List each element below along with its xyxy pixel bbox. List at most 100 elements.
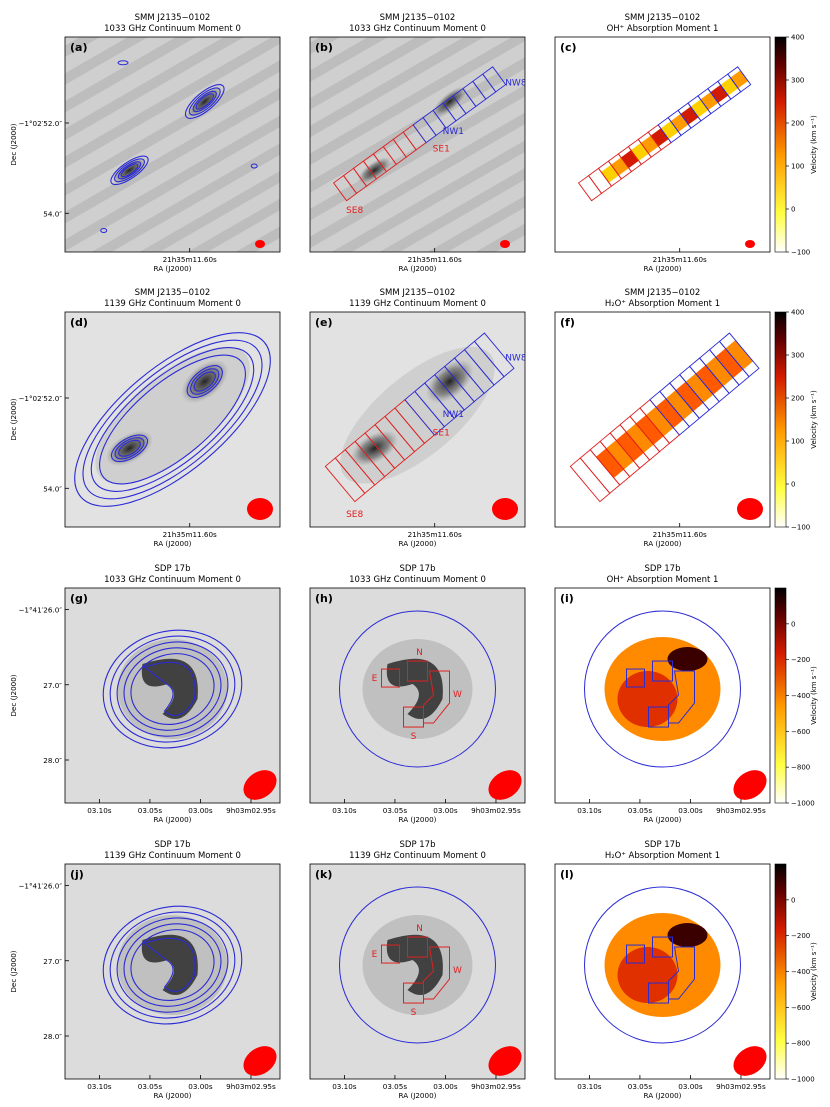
- axes-frame: [309, 587, 526, 804]
- velocity-pixel: [695, 365, 724, 395]
- colorbar-tick-label: 300: [791, 77, 804, 85]
- panel-image: N E W S: [310, 588, 525, 803]
- aperture-box: [668, 670, 695, 724]
- panel-letter: (g): [70, 592, 88, 605]
- axes-frame: [309, 36, 526, 253]
- aperture-box: [652, 660, 673, 682]
- beam-ellipse: [733, 1046, 767, 1076]
- colorbar-tick-label: −1000: [791, 1076, 815, 1084]
- contour: [102, 629, 243, 749]
- y-tick-label: 54.0″: [43, 484, 62, 493]
- y-axis-label: Dec (J2000): [9, 674, 18, 716]
- aperture-box: [718, 332, 760, 378]
- x-tick-label: 03.10s: [332, 1082, 357, 1091]
- x-tick-label: 03.05s: [628, 1082, 653, 1091]
- x-tick-label: 03.00s: [188, 806, 213, 815]
- panel-image: [555, 864, 770, 1079]
- x-tick-label: 03.05s: [383, 1082, 408, 1091]
- velocity-pixel: [616, 431, 644, 462]
- panel-title: SDP 17b: [155, 840, 191, 850]
- velocity-region: [667, 647, 708, 672]
- y-tick-label: −1°02′52.0″: [18, 119, 62, 128]
- aperture-label: N: [416, 924, 423, 934]
- velocity-pixel: [700, 92, 719, 111]
- colorbar-label: Velocity (km s⁻¹): [810, 115, 818, 174]
- contour: [130, 653, 215, 725]
- contour: [116, 641, 229, 737]
- contour: [74, 332, 271, 507]
- panel-letter: (h): [315, 592, 333, 605]
- velocity-pixel: [710, 84, 729, 103]
- contour: [90, 347, 255, 492]
- x-axis-label: RA (J2000): [154, 264, 192, 273]
- colorbar: [774, 587, 787, 804]
- panel-image: [65, 37, 280, 252]
- aperture-box: [727, 66, 752, 93]
- x-tick-label: 21h35m11.60s: [163, 255, 217, 264]
- contour: [184, 84, 225, 119]
- aperture-box: [381, 668, 400, 688]
- aperture-label: SE8: [346, 510, 363, 520]
- velocity-pixel: [640, 135, 659, 154]
- contour: [193, 371, 216, 392]
- panel-letter: (j): [70, 868, 84, 881]
- velocity-pixel: [655, 398, 684, 428]
- aperture-circle: [339, 886, 496, 1044]
- velocity-region: [617, 947, 678, 1004]
- contour: [120, 163, 139, 178]
- source-nw: [432, 86, 468, 117]
- colorbar-tick-label: 0: [791, 206, 795, 214]
- x-tick-label: 9h03m02.95s: [716, 1082, 766, 1091]
- contour: [143, 937, 196, 993]
- panel-title: SMM J2135−0102: [380, 13, 456, 23]
- source-nw: [187, 86, 223, 117]
- axes-frame: [64, 863, 281, 1080]
- aperture-box: [652, 936, 673, 958]
- velocity-pixel: [625, 423, 654, 453]
- aperture-box: [423, 946, 450, 1000]
- axes-frame: [309, 863, 526, 1080]
- panel-subtitle: 1033 GHz Continuum Moment 0: [104, 24, 241, 34]
- panel-subtitle: 1033 GHz Continuum Moment 0: [349, 575, 486, 585]
- colorbar-tick-label: −400: [791, 692, 810, 700]
- x-axis-label: RA (J2000): [644, 815, 682, 824]
- x-tick-label: 03.10s: [87, 806, 112, 815]
- velocity-pixel: [670, 113, 689, 132]
- colorbar-tick-label: −100: [791, 249, 810, 257]
- x-tick-label: 03.00s: [433, 806, 458, 815]
- contour: [130, 929, 215, 1001]
- contour: [117, 60, 129, 66]
- beam-ellipse: [243, 1046, 277, 1076]
- aperture-box: [668, 946, 695, 1000]
- axes-frame: [309, 311, 526, 528]
- aperture-label: NW8: [505, 79, 527, 89]
- contour: [143, 661, 196, 717]
- velocity-pixel: [715, 348, 744, 378]
- contour: [190, 368, 220, 395]
- colorbar-tick-label: −600: [791, 728, 810, 736]
- panel-image: [65, 864, 280, 1079]
- axes-frame: [64, 587, 281, 804]
- source-nw: [425, 359, 474, 404]
- x-tick-label: 03.10s: [332, 806, 357, 815]
- panel-subtitle: 1033 GHz Continuum Moment 0: [349, 24, 486, 34]
- velocity-pixel: [685, 373, 714, 403]
- aperture-label: W: [453, 690, 462, 700]
- aperture-label: NW8: [505, 354, 527, 364]
- contour: [250, 163, 258, 169]
- colorbar: [774, 311, 787, 528]
- contour: [123, 647, 222, 731]
- contour: [118, 439, 141, 457]
- panel-image: NW8 NW1 SE1 SE8: [310, 312, 527, 527]
- x-tick-label: 21h35m11.60s: [653, 530, 707, 539]
- beam-ellipse: [488, 1046, 522, 1076]
- colorbar-tick-label: 100: [791, 163, 804, 171]
- beam-ellipse: [492, 498, 518, 520]
- velocity-pixel: [680, 106, 699, 125]
